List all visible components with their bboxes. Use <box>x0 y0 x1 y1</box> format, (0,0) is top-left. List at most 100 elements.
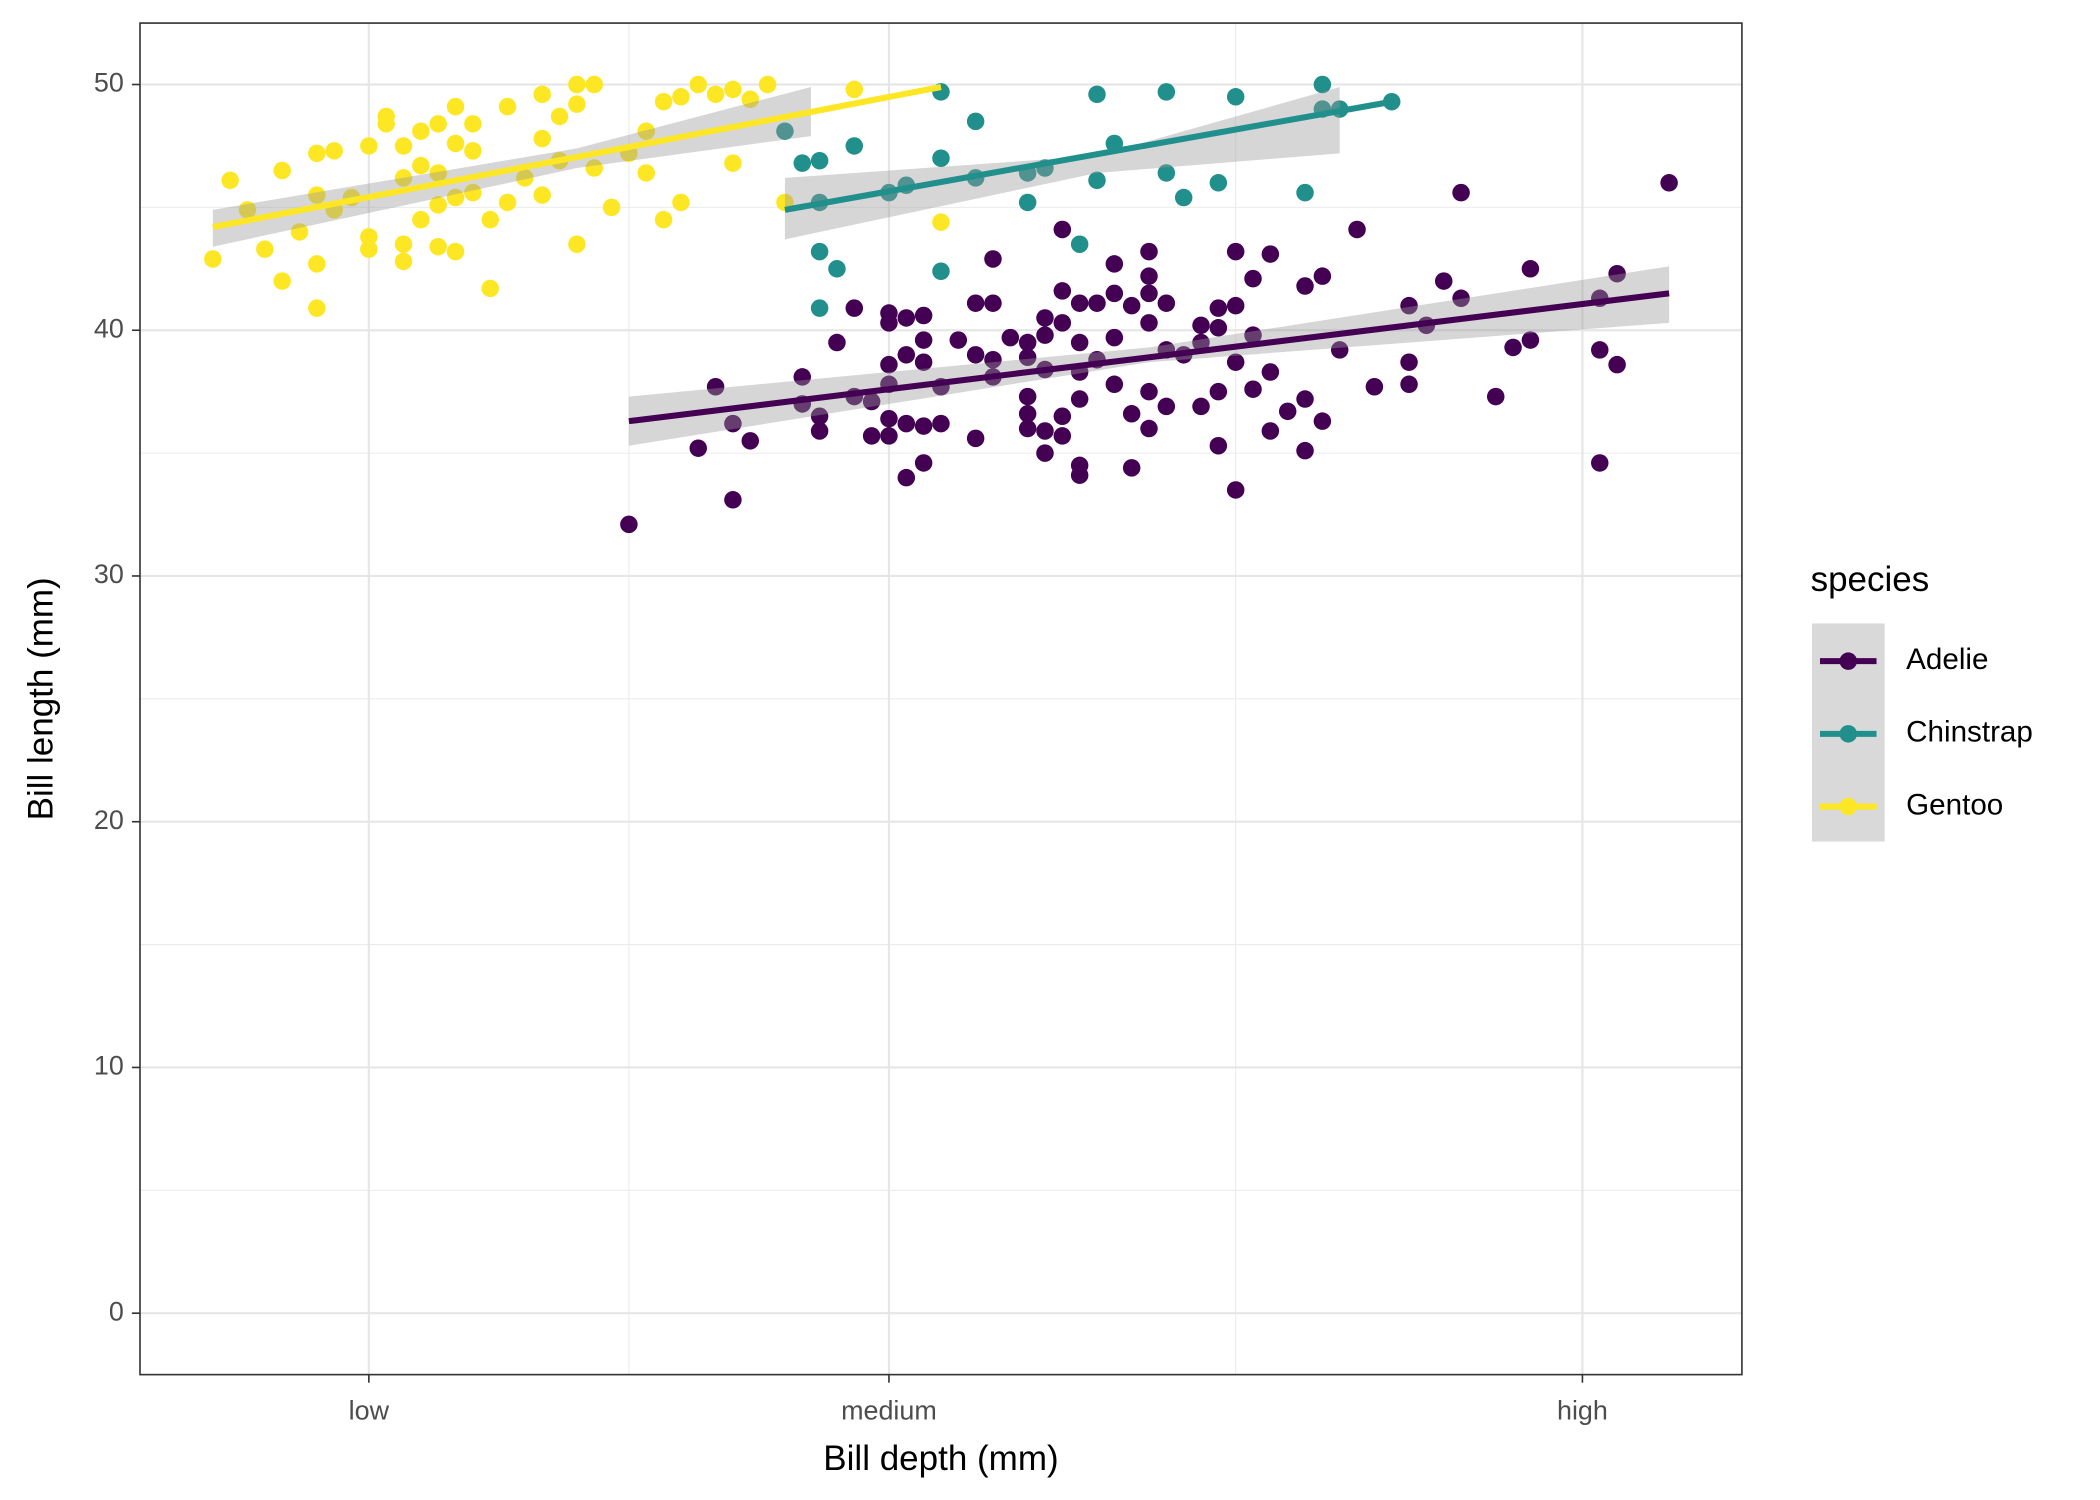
data-point <box>1174 188 1193 207</box>
data-point <box>706 378 725 396</box>
data-point <box>1452 289 1470 308</box>
data-point <box>325 142 343 160</box>
data-point <box>204 250 222 268</box>
data-point <box>1209 174 1228 192</box>
data-point <box>360 137 378 155</box>
x-axis-title: Bill depth (mm) <box>823 1439 1058 1478</box>
data-point <box>429 237 447 256</box>
data-point <box>1296 277 1314 295</box>
data-point <box>1226 88 1245 106</box>
data-point <box>1400 353 1418 371</box>
x-tick-label: low <box>349 1395 390 1425</box>
data-point <box>845 137 864 155</box>
data-point <box>724 414 742 433</box>
data-point <box>1400 375 1418 394</box>
data-point <box>914 417 933 435</box>
data-point <box>932 213 950 231</box>
data-point <box>498 193 517 212</box>
data-point <box>914 454 933 472</box>
data-point <box>862 392 881 411</box>
data-point <box>1036 422 1054 440</box>
data-point <box>880 314 898 332</box>
data-point <box>1053 282 1072 300</box>
data-point <box>1660 174 1678 192</box>
panel-border <box>139 22 1743 1376</box>
data-point <box>966 294 985 312</box>
data-point <box>966 346 985 364</box>
data-point <box>1313 412 1332 430</box>
data-point <box>585 159 603 177</box>
data-point <box>1226 353 1245 371</box>
data-point <box>429 196 447 214</box>
data-point <box>1608 355 1626 374</box>
data-point <box>1296 441 1314 460</box>
data-point <box>1053 220 1072 239</box>
data-point <box>810 422 829 440</box>
data-point <box>758 75 777 94</box>
data-point <box>446 188 465 207</box>
data-point <box>1122 296 1141 315</box>
data-point <box>360 240 378 258</box>
data-point <box>984 350 1002 369</box>
data-point <box>1157 294 1176 312</box>
data-point <box>862 427 881 445</box>
data-point <box>1608 264 1626 283</box>
data-point <box>1036 309 1054 327</box>
data-point <box>880 355 898 374</box>
data-point <box>1140 242 1158 261</box>
data-point <box>1296 183 1314 202</box>
data-point <box>932 262 950 281</box>
data-point <box>1140 267 1158 285</box>
data-point <box>1018 348 1037 367</box>
legend-title: species <box>1811 560 1930 599</box>
data-point <box>1053 314 1072 332</box>
data-point <box>1105 375 1124 394</box>
data-point <box>1070 466 1089 484</box>
data-point <box>429 164 447 182</box>
data-point <box>1018 419 1037 438</box>
data-point <box>1070 235 1089 253</box>
data-point <box>550 107 569 126</box>
data-point <box>1105 284 1124 303</box>
data-point <box>290 223 309 241</box>
data-point <box>620 515 638 534</box>
data-point <box>793 368 812 386</box>
data-point <box>602 198 621 217</box>
data-point <box>724 154 742 172</box>
data-point <box>1244 380 1262 398</box>
data-point <box>446 97 465 116</box>
data-point <box>464 142 482 160</box>
data-point <box>1452 183 1470 202</box>
data-point <box>1400 296 1418 315</box>
data-point <box>1330 341 1349 359</box>
data-point <box>897 468 916 487</box>
data-point <box>412 210 430 229</box>
data-point <box>1261 363 1280 381</box>
data-point <box>481 279 499 298</box>
data-point <box>273 161 291 180</box>
y-axis-title: Bill length (mm) <box>21 577 60 820</box>
data-point <box>394 169 413 187</box>
data-point <box>914 306 933 325</box>
data-point <box>966 429 985 448</box>
data-point <box>776 122 794 140</box>
data-point <box>1591 454 1609 472</box>
data-point <box>498 97 517 116</box>
data-point <box>481 210 499 229</box>
y-tick-label: 30 <box>94 559 124 589</box>
data-point <box>1209 299 1228 317</box>
data-point <box>1157 83 1176 101</box>
data-point <box>810 407 829 426</box>
data-point <box>1070 333 1089 352</box>
data-point <box>1209 319 1228 337</box>
y-tick-label: 0 <box>109 1296 124 1326</box>
data-point <box>724 80 742 99</box>
data-point <box>689 75 707 94</box>
data-point <box>724 491 742 509</box>
data-point <box>412 156 430 175</box>
y-tick-label: 40 <box>94 313 124 343</box>
data-point <box>1486 387 1505 406</box>
